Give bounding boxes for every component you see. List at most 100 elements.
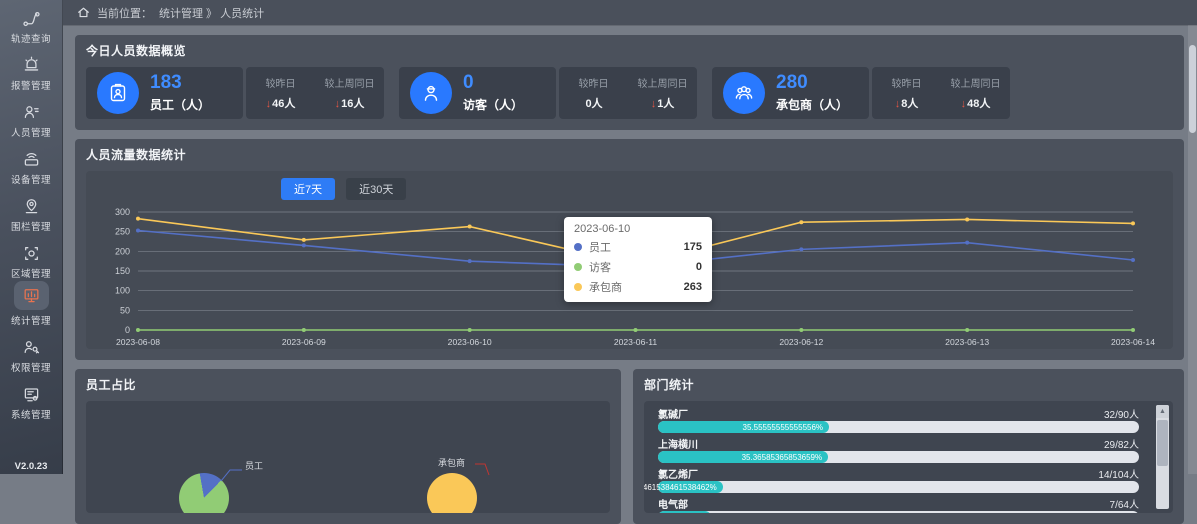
chart-tooltip: 2023-06-10 员工 175 访客 0 承包商 263 — [564, 217, 712, 302]
page-scrollbar-thumb[interactable] — [1189, 45, 1196, 133]
dept-count: 14/104人 — [1098, 469, 1139, 481]
tooltip-row: 承包商 263 — [574, 279, 702, 295]
dept-count: 7/64人 — [1109, 499, 1139, 511]
series-dot-contractor — [574, 283, 582, 291]
svg-text:50: 50 — [120, 305, 130, 315]
tooltip-series-name: 访客 — [589, 262, 611, 274]
compare-value: ↓1人 — [650, 98, 675, 110]
sidebar-item-alarm[interactable]: 报警管理 — [0, 47, 62, 94]
sidebar-item-personnel[interactable]: 人员管理 — [0, 94, 62, 141]
system-icon — [22, 385, 41, 404]
compare-label: 较上周同日 — [324, 79, 375, 90]
tooltip-series-value: 0 — [695, 261, 702, 273]
app-version: V2.0.23 — [14, 461, 48, 472]
tab-30days[interactable]: 近30天 — [346, 178, 407, 200]
sidebar-item-device[interactable]: 设备管理 — [0, 141, 62, 188]
compare-label: 较昨日 — [578, 79, 609, 90]
pie-label-employee: 员工 — [245, 461, 264, 471]
dept-progress-fill: 10.9375% — [658, 511, 711, 513]
svg-text:200: 200 — [115, 246, 130, 256]
dept-name: 上海横川 — [658, 439, 698, 451]
dept-progress-fill: 13.461538461538462% — [644, 481, 723, 493]
range-tabs: 近7天 近30天 — [281, 178, 407, 200]
area-icon — [22, 244, 41, 263]
dept-row: 氯碱厂 32/90人 35.55555555555556% — [658, 407, 1139, 433]
dept-name: 电气部 — [658, 499, 688, 511]
tooltip-series-name: 员工 — [589, 242, 611, 254]
sidebar-item-statistics[interactable]: 统计管理 — [0, 281, 62, 329]
sidebar-item-label: 权限管理 — [10, 363, 51, 374]
svg-text:250: 250 — [115, 227, 130, 237]
visitor-icon — [410, 72, 452, 114]
permission-icon — [22, 338, 41, 357]
breadcrumb-path: 统计管理 》 人员统计 — [159, 7, 265, 20]
sidebar-item-area[interactable]: 区域管理 — [0, 235, 62, 282]
dept-progress-track: 10.9375% — [658, 511, 1139, 513]
down-arrow-icon: ↓ — [334, 98, 341, 110]
sidebar-item-system[interactable]: 系统管理 — [0, 376, 62, 423]
pie-section-title: 员工占比 — [86, 378, 137, 392]
device-icon — [22, 150, 41, 169]
breadcrumb-prefix: 当前位置： — [97, 7, 152, 20]
scrollbar-thumb[interactable] — [1157, 420, 1168, 466]
pie-label-line — [221, 469, 242, 482]
svg-text:2023-06-08: 2023-06-08 — [116, 337, 160, 347]
pie-label-contractor: 承包商 — [438, 458, 466, 468]
tooltip-row: 访客 0 — [574, 259, 702, 275]
compare-value: ↓8人 — [894, 98, 919, 110]
dept-progress-track: 35.36585365853659% — [658, 451, 1139, 463]
tab-7days[interactable]: 近7天 — [281, 178, 336, 200]
group-icon — [723, 72, 765, 114]
dept-progress-track: 13.461538461538462% — [644, 481, 1139, 493]
scroll-up-icon[interactable]: ▲ — [1156, 405, 1169, 418]
dept-row: 上海横川 29/82人 35.36585365853659% — [658, 437, 1139, 463]
sidebar-item-permission[interactable]: 权限管理 — [0, 329, 62, 376]
compare-yesterday: 较昨日 0人 — [559, 67, 628, 119]
compare-yesterday: 较昨日 ↓46人 — [246, 67, 315, 119]
compare-label: 较上周同日 — [637, 79, 688, 90]
sidebar-item-trajectory[interactable]: 轨迹查询 — [0, 0, 62, 47]
sidebar: 轨迹查询 报警管理 人员管理 设备管理 围栏管理 区域管理 统计管理 — [0, 0, 63, 474]
sidebar-item-fence[interactable]: 围栏管理 — [0, 188, 62, 235]
svg-text:2023-06-10: 2023-06-10 — [448, 337, 492, 347]
overview-title: 今日人员数据概览 — [86, 44, 187, 58]
employee-ratio-panel: 员工占比 员工 承包商 — [75, 369, 621, 524]
compare-lastweek: 较上周同日 ↓1人 — [628, 67, 697, 119]
compare-value: ↓46人 — [265, 98, 296, 110]
down-arrow-icon: ↓ — [960, 98, 967, 110]
svg-text:150: 150 — [115, 266, 130, 276]
dept-scrollbar[interactable]: ▲ — [1156, 405, 1169, 509]
compare-yesterday: 较昨日 ↓8人 — [872, 67, 941, 119]
route-icon — [22, 9, 41, 28]
compare-label: 较昨日 — [891, 79, 922, 90]
svg-text:2023-06-11: 2023-06-11 — [614, 337, 658, 347]
svg-text:100: 100 — [115, 286, 130, 296]
main-content: 今日人员数据概览 183 员工（人） 较昨日 ↓46人 — [62, 25, 1197, 524]
stat-label: 承包商（人） — [776, 98, 849, 112]
svg-text:2023-06-13: 2023-06-13 — [945, 337, 989, 347]
down-arrow-icon: ↓ — [265, 98, 272, 110]
statistics-icon — [13, 281, 49, 310]
compare-value: ↓48人 — [960, 98, 991, 110]
flow-panel: 人员流量数据统计 近7天 近30天 0 50 100 150 200 250 300 2023… — [75, 139, 1184, 360]
series-dot-employee — [574, 243, 582, 251]
department-panel: 部门统计 氯碱厂 32/90人 35.55555555555556% 上海横川 … — [633, 369, 1184, 524]
tooltip-series-value: 263 — [683, 281, 702, 293]
stat-cards-row: 183 员工（人） 较昨日 ↓46人 较上周同日 ↓16人 — [86, 67, 1173, 119]
dept-count: 32/90人 — [1103, 409, 1139, 421]
tooltip-date: 2023-06-10 — [574, 223, 631, 235]
dept-count: 29/82人 — [1103, 439, 1139, 451]
fence-icon — [22, 197, 41, 216]
svg-text:300: 300 — [115, 207, 130, 217]
stat-card-main: 183 员工（人） — [86, 67, 243, 119]
svg-text:0: 0 — [125, 325, 130, 335]
sidebar-item-label: 系统管理 — [10, 410, 51, 421]
compare-label: 较上周同日 — [950, 79, 1001, 90]
dept-row: 氯乙烯厂 14/104人 13.461538461538462% — [644, 467, 1139, 493]
stat-card-employee: 183 员工（人） 较昨日 ↓46人 较上周同日 ↓16人 — [86, 67, 384, 119]
page-scrollbar[interactable] — [1188, 25, 1197, 474]
stat-card-compare: 较昨日 ↓46人 较上周同日 ↓16人 — [246, 67, 384, 119]
stat-value: 183 — [150, 72, 182, 93]
home-icon[interactable] — [77, 6, 90, 19]
stat-card-contractor: 280 承包商（人） 较昨日 ↓8人 较上周同日 ↓48人 — [712, 67, 1010, 119]
